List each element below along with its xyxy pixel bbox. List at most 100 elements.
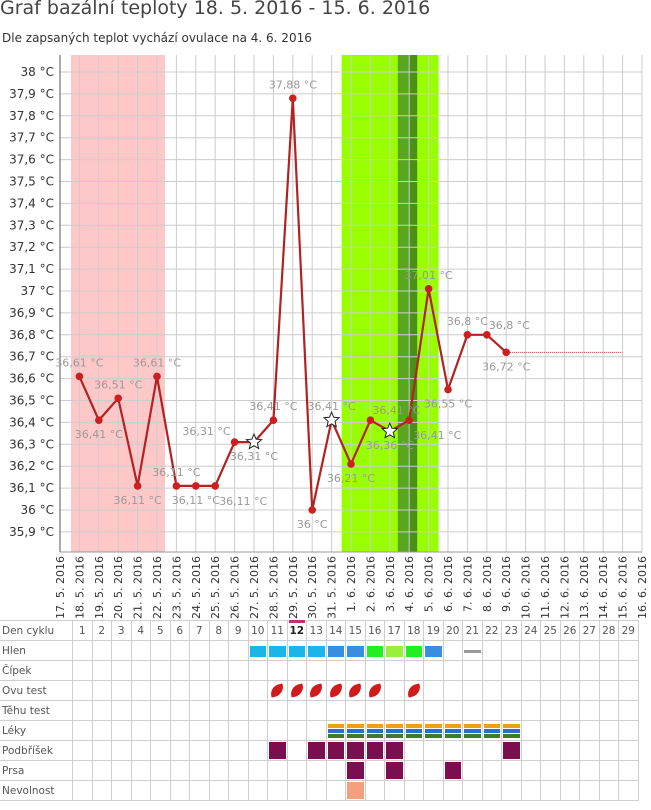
y-tick-label: 36 °C [21,503,54,517]
y-tick-label: 36,8 °C [9,328,54,342]
ovulation-test-icon [288,683,305,698]
symptom-cell [501,700,522,721]
symptom-cell [442,720,463,741]
symptom-marker [386,762,403,779]
symptom-cell [618,640,639,661]
x-tick-label: 22. 5. 2016 [151,556,164,619]
mucus-marker [425,646,442,657]
symptom-cell [325,740,346,761]
temperature-point-star [245,432,263,450]
symptom-row: Nevolnost [0,780,639,801]
symptom-cell [150,660,171,681]
x-tick-label: 30. 5. 2016 [306,556,319,619]
symptom-marker [347,742,364,759]
x-tick-label: 7. 6. 2016 [461,556,474,612]
point-value-label: 36,8 °C [447,315,488,328]
symptom-cell [91,640,112,661]
symptom-marker [327,742,344,759]
symptom-cell [481,760,502,781]
medication-icon [386,724,403,738]
y-tick-label: 36,6 °C [9,372,54,386]
symptom-cell [150,700,171,721]
symptom-cell [208,680,229,701]
symptom-cell [189,720,210,741]
medication-icon [503,724,520,738]
symptom-cell [442,700,463,721]
symptom-cell [423,640,444,661]
symptom-marker [347,762,364,779]
symptom-cell [286,640,307,661]
symptom-label: Čípek [0,660,73,681]
y-tick-label: 37,9 °C [9,87,54,101]
point-value-label: 36,61 °C [55,356,103,369]
symptom-cell [189,660,210,681]
symptom-cell [618,680,639,701]
mucus-marker [405,646,422,657]
y-tick-label: 37 °C [21,284,54,298]
cycle-day-number: 14 [325,620,346,641]
temperature-point [289,94,297,103]
symptom-cell [442,760,463,781]
temperature-point [347,460,355,468]
y-tick-label: 36,2 °C [9,459,54,473]
x-tick-label: 18. 5. 2016 [73,556,86,619]
ovulation-test-icon [346,683,364,698]
symptom-cell [247,740,268,761]
symptom-cell [306,760,327,781]
symptom-cell [72,680,93,701]
symptom-cell [481,640,502,661]
symptom-cell [247,760,268,781]
x-tick-label: 1. 6. 2016 [345,556,358,612]
y-tick-label: 37,8 °C [9,109,54,123]
symptom-label: Ovu test [0,680,73,701]
symptom-cell [501,660,522,681]
symptom-cell [91,660,112,681]
symptom-cell [247,780,268,801]
symptom-cell [423,780,444,801]
cycle-day-number: 24 [520,620,541,641]
symptom-cell [501,720,522,741]
point-value-label: 36,41 °C [413,429,461,442]
symptom-cell [598,720,619,741]
symptom-cell [111,700,132,721]
symptom-cell [228,660,249,681]
symptom-cell [72,720,93,741]
x-tick-label: 4. 6. 2016 [403,556,416,612]
symptom-label: Těhu test [0,700,73,721]
symptom-cell [150,720,171,741]
x-tick-label: 14. 6. 2016 [597,556,610,619]
symptom-cell [520,760,541,781]
temperature-point [502,348,511,357]
symptom-cell [111,680,132,701]
y-tick-label: 37,4 °C [9,196,54,210]
symptom-row: Hlen [0,640,639,661]
symptom-cell [520,780,541,801]
cycle-day-number: 15 [345,620,366,641]
y-tick-label: 36,3 °C [9,437,54,451]
symptom-cell [228,740,249,761]
symptom-cell [325,760,346,781]
symptom-cell [384,740,405,761]
medication-icon [444,724,461,738]
x-tick-label: 15. 6. 2016 [617,556,630,619]
symptom-cell [247,700,268,721]
symptom-cell [325,700,346,721]
medication-icon [366,724,383,738]
symptom-cell [111,740,132,761]
temperature-point-star [322,410,341,428]
ovulation-test-icon [268,683,286,698]
medication-icon [425,724,442,738]
symptom-cell [540,740,561,761]
symptom-cell [481,780,502,801]
cycle-day-number: 16 [364,620,385,641]
point-value-label: 36,72 °C [482,360,530,373]
cycle-day-number: 19 [423,620,444,641]
symptom-cell [364,640,385,661]
symptom-cell [267,720,288,741]
cycle-day-number: 3 [111,620,132,641]
cycle-day-number: 22 [481,620,502,641]
symptom-cell [111,640,132,661]
y-tick-label: 35,9 °C [9,525,54,539]
temperature-point [230,438,239,446]
symptom-row: Ovu test [0,680,639,701]
